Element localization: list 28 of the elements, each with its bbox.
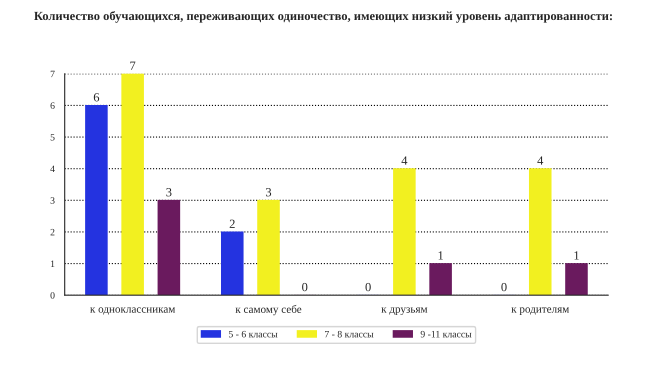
data-label: 4 [537, 156, 544, 165]
y-tick-label: 4 [50, 166, 55, 172]
data-label: 0 [302, 282, 308, 292]
x-tick-label: к родителям [511, 307, 570, 315]
y-tick-label: 6 [50, 102, 55, 109]
data-label: 1 [574, 251, 579, 260]
x-tick-label: к самому себе [236, 304, 302, 316]
x-tick-label: к друзьям [381, 307, 428, 315]
legend-label: 9 -11 классы [420, 330, 472, 338]
y-tick-label: 3 [50, 197, 55, 204]
data-label: 2 [230, 220, 235, 228]
data-label: 3 [166, 188, 172, 196]
data-label: 1 [438, 251, 443, 260]
y-tick-label: 7 [50, 70, 55, 78]
data-label: 6 [94, 93, 100, 102]
legend-label: 5 - 6 классы [228, 330, 278, 338]
x-tick-label: к одноклассникам [90, 307, 176, 315]
legend-label: 7 - 8 классы [325, 330, 374, 338]
y-tick-label: 1 [50, 260, 54, 267]
data-label: 4 [401, 156, 408, 165]
y-tick-label: 5 [50, 134, 55, 141]
data-label: 7 [130, 62, 136, 70]
data-label: 0 [501, 282, 507, 292]
chart-title: Количество обучающихся, переживающих одиночество, имеющих низкий уровень адаптированности: [34, 11, 612, 23]
data-label: 3 [266, 188, 272, 196]
y-tick-label: 2 [50, 228, 54, 236]
data-label: 0 [365, 282, 371, 292]
y-tick-label: 0 [50, 292, 55, 299]
